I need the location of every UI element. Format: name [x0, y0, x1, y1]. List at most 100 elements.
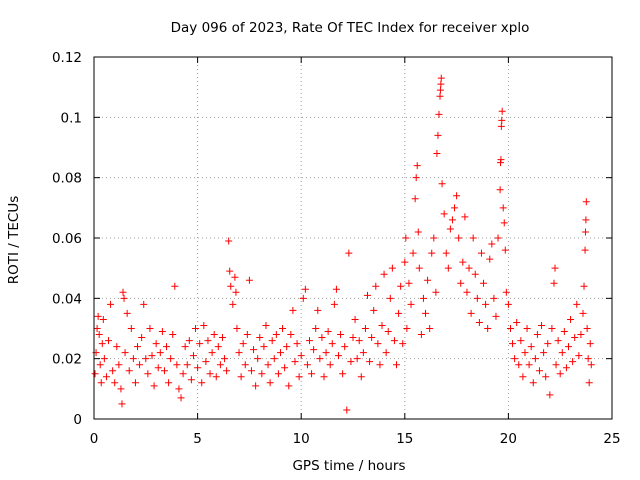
data-point [334, 352, 342, 360]
data-point [305, 337, 313, 345]
data-point [515, 361, 523, 369]
data-point [299, 294, 307, 302]
data-point [146, 325, 154, 332]
data-point [497, 156, 505, 164]
data-point [258, 370, 266, 378]
data-point [492, 312, 500, 320]
data-point [202, 358, 210, 366]
data-point [169, 331, 177, 339]
data-point [156, 349, 164, 357]
data-point [121, 349, 129, 357]
data-point [521, 349, 529, 357]
data-point [403, 325, 411, 332]
y-tick-label: 0 [73, 412, 82, 428]
data-point [196, 340, 204, 348]
data-point [527, 343, 535, 351]
data-point [347, 358, 355, 366]
data-point [266, 379, 274, 387]
data-point [105, 337, 113, 345]
data-point [243, 331, 251, 339]
data-point [428, 249, 436, 257]
data-point [140, 300, 148, 308]
data-point [272, 331, 280, 339]
data-point [295, 373, 303, 381]
data-point [573, 300, 581, 308]
data-point [167, 355, 175, 363]
data-point [422, 309, 430, 317]
data-point [165, 379, 173, 387]
data-point [409, 249, 417, 257]
data-point [364, 291, 372, 299]
data-point [208, 349, 216, 357]
data-point [343, 406, 351, 414]
data-point [586, 340, 594, 348]
data-point [361, 325, 369, 332]
data-point [353, 355, 361, 363]
data-point [388, 264, 396, 272]
data-point [467, 309, 475, 317]
data-point [113, 343, 121, 351]
data-point [227, 282, 235, 290]
data-point [435, 110, 443, 118]
x-tick-label: 25 [603, 431, 620, 447]
x-tick-label: 5 [193, 431, 202, 447]
data-point [276, 349, 284, 357]
data-point [332, 285, 340, 293]
data-point [355, 337, 363, 345]
data-point [187, 376, 195, 384]
data-point [256, 334, 264, 342]
data-point [397, 282, 405, 290]
data-point [314, 306, 322, 314]
data-point [349, 334, 357, 342]
data-point [225, 237, 233, 245]
data-points [91, 74, 595, 414]
data-point [562, 364, 570, 372]
data-point [436, 92, 444, 100]
y-axis-label: ROTI / TECUs [6, 196, 22, 284]
data-point [569, 358, 577, 366]
data-point [496, 186, 504, 194]
data-point [287, 331, 295, 339]
data-point [386, 294, 394, 302]
data-point [301, 285, 309, 293]
data-point [330, 300, 338, 308]
data-point [102, 373, 110, 381]
data-point [322, 349, 330, 357]
data-point [413, 162, 421, 170]
data-point [107, 300, 115, 308]
data-point [390, 337, 398, 345]
data-point [407, 300, 415, 308]
data-point [382, 349, 390, 357]
data-point [414, 228, 422, 236]
data-point [129, 355, 137, 363]
data-point [501, 246, 509, 254]
y-tick-label: 0.08 [52, 171, 82, 187]
data-point [442, 249, 450, 257]
data-point [231, 273, 239, 281]
data-point [94, 312, 102, 320]
data-point [451, 204, 459, 212]
data-point [376, 361, 384, 369]
data-point [411, 195, 419, 203]
data-point [148, 352, 156, 360]
data-point [368, 334, 376, 342]
data-point [91, 370, 99, 378]
data-point [351, 315, 359, 323]
data-point [582, 216, 590, 224]
data-point [293, 340, 301, 348]
data-point [241, 361, 249, 369]
data-point [482, 300, 490, 308]
data-point [173, 361, 181, 369]
data-point [289, 306, 297, 314]
data-point [490, 294, 498, 302]
data-point [433, 150, 441, 158]
data-point [232, 288, 240, 296]
data-point [163, 343, 171, 351]
data-point [131, 379, 139, 387]
data-point [437, 74, 445, 82]
data-point [393, 361, 401, 369]
data-point [540, 349, 548, 357]
data-point [264, 361, 272, 369]
data-point [575, 352, 583, 360]
